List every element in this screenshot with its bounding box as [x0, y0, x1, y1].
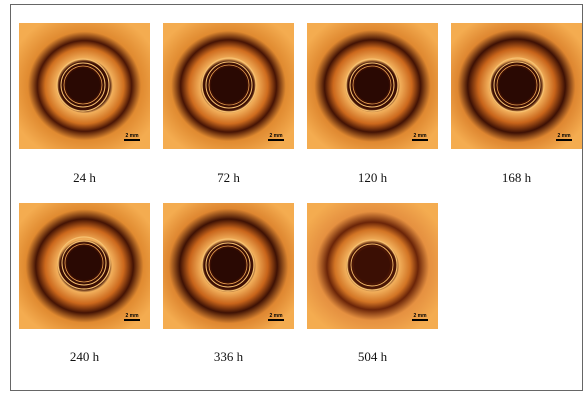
panel-168h: 2 mm	[451, 23, 582, 149]
photo-120h: 2 mm	[307, 23, 438, 149]
scale-bar: 2 mm	[124, 133, 140, 141]
scale-bar: 2 mm	[412, 313, 428, 321]
ring-pattern-504h	[307, 203, 438, 329]
photo-72h: 2 mm	[163, 23, 294, 149]
panel-240h: 2 mm	[19, 203, 150, 329]
ring-pattern-24h	[19, 23, 150, 149]
photo-168h: 2 mm	[451, 23, 582, 149]
panel-336h: 2 mm	[163, 203, 294, 329]
ring-pattern-120h	[307, 23, 438, 149]
caption-168h: 168 h	[501, 170, 532, 185]
caption-72h: 72 h	[217, 170, 240, 185]
scale-bar: 2 mm	[556, 133, 572, 141]
panel-120h: 2 mm	[307, 23, 438, 149]
figure-frame: 2 mm 24 h	[10, 4, 583, 391]
ring-pattern-336h	[163, 203, 294, 329]
scale-bar: 2 mm	[268, 133, 284, 141]
caption-504h: 504 h	[357, 349, 388, 364]
panel-504h: 2 mm	[307, 203, 438, 329]
photo-504h: 2 mm	[307, 203, 438, 329]
ring-pattern-72h	[163, 23, 294, 149]
scale-bar: 2 mm	[124, 313, 140, 321]
photo-240h: 2 mm	[19, 203, 150, 329]
photo-336h: 2 mm	[163, 203, 294, 329]
ring-pattern-240h	[19, 203, 150, 329]
caption-336h: 336 h	[213, 349, 244, 364]
caption-24h: 24 h	[73, 170, 96, 185]
scale-bar: 2 mm	[412, 133, 428, 141]
ring-pattern-168h	[451, 23, 582, 149]
panel-72h: 2 mm	[163, 23, 294, 149]
panel-24h: 2 mm	[19, 23, 150, 149]
caption-240h: 240 h	[69, 349, 100, 364]
scale-bar: 2 mm	[268, 313, 284, 321]
photo-24h: 2 mm	[19, 23, 150, 149]
caption-120h: 120 h	[357, 170, 388, 185]
